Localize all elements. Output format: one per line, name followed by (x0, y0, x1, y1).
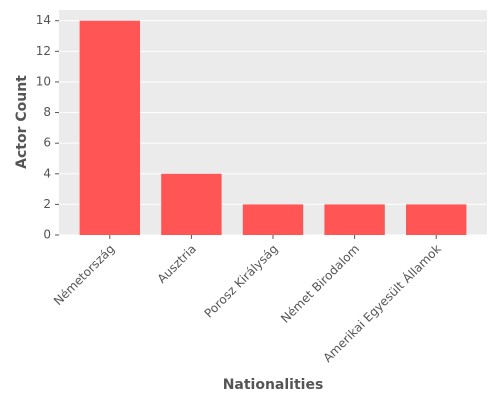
y-tick-label: 6 (43, 136, 51, 150)
x-tick-label: Németország (51, 242, 117, 308)
y-tick-label: 4 (43, 166, 51, 180)
bar (79, 20, 140, 236)
x-tick-label: Ausztria (155, 242, 199, 286)
bar (161, 173, 222, 235)
bar (406, 204, 467, 235)
y-tick-label: 14 (36, 13, 51, 27)
bar (242, 204, 304, 235)
bar (324, 204, 385, 235)
y-tick-label: 10 (36, 74, 51, 88)
x-axis-title: Nationalities (223, 377, 324, 393)
y-tick-label: 2 (43, 197, 51, 211)
y-tick-label: 8 (43, 105, 51, 119)
x-tick-label: Porosz Királyság (202, 242, 281, 321)
x-tick-label: Német Birodalom (278, 242, 362, 326)
y-axis-title: Actor Count (14, 75, 30, 169)
y-tick-label: 12 (36, 44, 51, 58)
y-tick-label: 0 (43, 228, 51, 242)
